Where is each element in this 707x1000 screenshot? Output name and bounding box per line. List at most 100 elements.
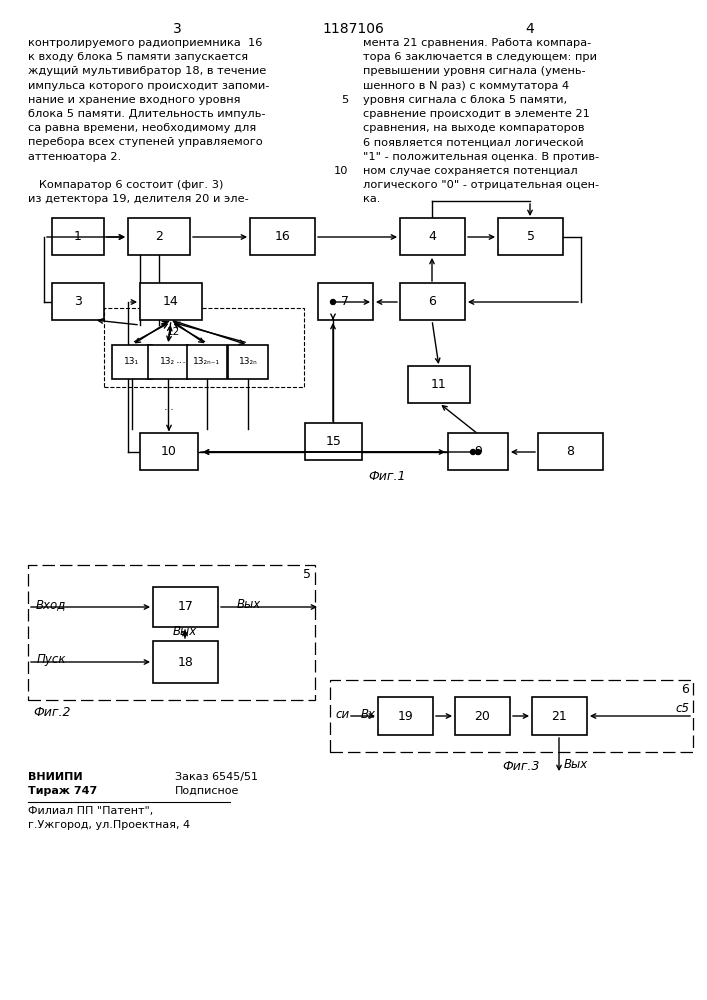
Text: 12: 12	[166, 327, 180, 337]
Text: 6 появляется потенциал логической: 6 появляется потенциал логической	[363, 137, 583, 147]
Text: 20: 20	[474, 710, 491, 722]
Text: г.Ужгород, ул.Проектная, 4: г.Ужгород, ул.Проектная, 4	[28, 820, 190, 830]
Bar	[187, 345, 227, 379]
Bar	[538, 433, 603, 470]
Text: Вх: Вх	[361, 708, 376, 720]
Text: Вых: Вых	[564, 758, 588, 770]
Text: са равна времени, необходимому для: са равна времени, необходимому для	[28, 123, 256, 133]
Bar	[330, 680, 693, 752]
Bar	[104, 308, 304, 387]
Text: 10: 10	[161, 445, 177, 458]
Text: из детектора 19, делителя 20 и эле-: из детектора 19, делителя 20 и эле-	[28, 194, 249, 204]
Bar	[305, 423, 362, 460]
Text: Подписное: Подписное	[175, 786, 240, 796]
Text: Фиг.3: Фиг.3	[502, 760, 539, 773]
Text: 1187106: 1187106	[322, 22, 384, 36]
Bar	[128, 218, 190, 255]
Circle shape	[330, 300, 336, 304]
Text: 8: 8	[566, 445, 575, 458]
Circle shape	[476, 450, 481, 454]
Bar	[400, 218, 465, 255]
Text: ВНИИПИ: ВНИИПИ	[28, 772, 83, 782]
Text: сравнения, на выходе компараторов: сравнения, на выходе компараторов	[363, 123, 585, 133]
Text: Вых: Вых	[237, 598, 262, 611]
Text: 5: 5	[341, 95, 348, 105]
Bar	[498, 218, 563, 255]
Text: 9: 9	[474, 445, 482, 458]
Text: ...: ...	[163, 401, 175, 412]
Text: тора 6 заключается в следующем: при: тора 6 заключается в следующем: при	[363, 52, 597, 62]
Circle shape	[470, 450, 476, 454]
Text: нание и хранение входного уровня: нание и хранение входного уровня	[28, 95, 240, 105]
Bar	[318, 283, 373, 320]
Bar	[228, 345, 268, 379]
Bar	[408, 366, 470, 403]
Bar	[153, 587, 218, 627]
Text: Тираж 747: Тираж 747	[28, 786, 98, 796]
Text: 7: 7	[341, 295, 349, 308]
Text: Филиал ПП "Патент",: Филиал ПП "Патент",	[28, 806, 153, 816]
Text: аттенюатора 2.: аттенюатора 2.	[28, 152, 121, 162]
Text: 14: 14	[163, 295, 179, 308]
Text: перебора всех ступеней управляемого: перебора всех ступеней управляемого	[28, 137, 263, 147]
Bar	[140, 433, 198, 470]
Bar	[400, 283, 465, 320]
Text: 3: 3	[74, 295, 82, 308]
Text: 21: 21	[551, 710, 568, 722]
Text: мента 21 сравнения. Работа компара-: мента 21 сравнения. Работа компара-	[363, 38, 591, 48]
Text: 4: 4	[525, 22, 534, 36]
Text: импульса которого происходит запоми-: импульса которого происходит запоми-	[28, 81, 269, 91]
Text: Компаратор 6 состоит (фиг. 3): Компаратор 6 состоит (фиг. 3)	[28, 180, 223, 190]
Text: ном случае сохраняется потенциал: ном случае сохраняется потенциал	[363, 166, 578, 176]
Bar	[532, 697, 587, 735]
Bar	[140, 283, 202, 320]
Text: Заказ 6545/51: Заказ 6545/51	[175, 772, 258, 782]
Bar	[148, 345, 188, 379]
Text: 6: 6	[428, 295, 436, 308]
Text: "1" - положительная оценка. В против-: "1" - положительная оценка. В против-	[363, 152, 599, 162]
Text: 4: 4	[428, 230, 436, 243]
Text: ка.: ка.	[363, 194, 380, 204]
Bar	[52, 218, 104, 255]
Text: 16: 16	[274, 230, 291, 243]
Text: шенного в N раз) с коммутатора 4: шенного в N раз) с коммутатора 4	[363, 81, 569, 91]
Text: 6: 6	[681, 683, 689, 696]
Text: 13₁: 13₁	[124, 358, 139, 366]
Text: контролируемого радиоприемника  16: контролируемого радиоприемника 16	[28, 38, 262, 48]
Bar	[250, 218, 315, 255]
Bar	[52, 283, 104, 320]
Text: ждущий мультивибратор 18, в течение: ждущий мультивибратор 18, в течение	[28, 66, 267, 76]
Text: си: си	[335, 708, 349, 720]
Text: Фиг.1: Фиг.1	[368, 470, 406, 483]
Text: блока 5 памяти. Длительность импуль-: блока 5 памяти. Длительность импуль-	[28, 109, 266, 119]
Text: к входу блока 5 памяти запускается: к входу блока 5 памяти запускается	[28, 52, 248, 62]
Text: логического "0" - отрицательная оцен-: логического "0" - отрицательная оцен-	[363, 180, 599, 190]
Text: 19: 19	[397, 710, 414, 722]
Text: 13₂ₙ₋₁: 13₂ₙ₋₁	[194, 358, 221, 366]
Text: 18: 18	[177, 656, 194, 668]
Text: 11: 11	[431, 378, 447, 391]
Bar	[448, 433, 508, 470]
Bar	[28, 565, 315, 700]
Text: Вход: Вход	[35, 598, 66, 611]
Text: превышении уровня сигнала (умень-: превышении уровня сигнала (умень-	[363, 66, 585, 76]
Text: 13₂: 13₂	[160, 358, 175, 366]
Text: Вых: Вых	[173, 625, 197, 638]
Text: уровня сигнала с блока 5 памяти,: уровня сигнала с блока 5 памяти,	[363, 95, 567, 105]
Bar	[112, 345, 152, 379]
Text: Фиг.2: Фиг.2	[33, 706, 71, 719]
Bar	[153, 641, 218, 683]
Text: 5: 5	[303, 568, 311, 581]
Text: Пуск: Пуск	[37, 654, 66, 666]
Text: 15: 15	[325, 435, 341, 448]
Text: 5: 5	[527, 230, 534, 243]
Bar	[378, 697, 433, 735]
Text: 13₂ₙ: 13₂ₙ	[239, 358, 257, 366]
Text: 3: 3	[173, 22, 182, 36]
Text: с5: с5	[675, 702, 689, 714]
Text: сравнение происходит в элементе 21: сравнение происходит в элементе 21	[363, 109, 590, 119]
Text: 17: 17	[177, 600, 194, 613]
Bar	[455, 697, 510, 735]
Text: 10: 10	[334, 166, 348, 176]
Text: 2: 2	[155, 230, 163, 243]
